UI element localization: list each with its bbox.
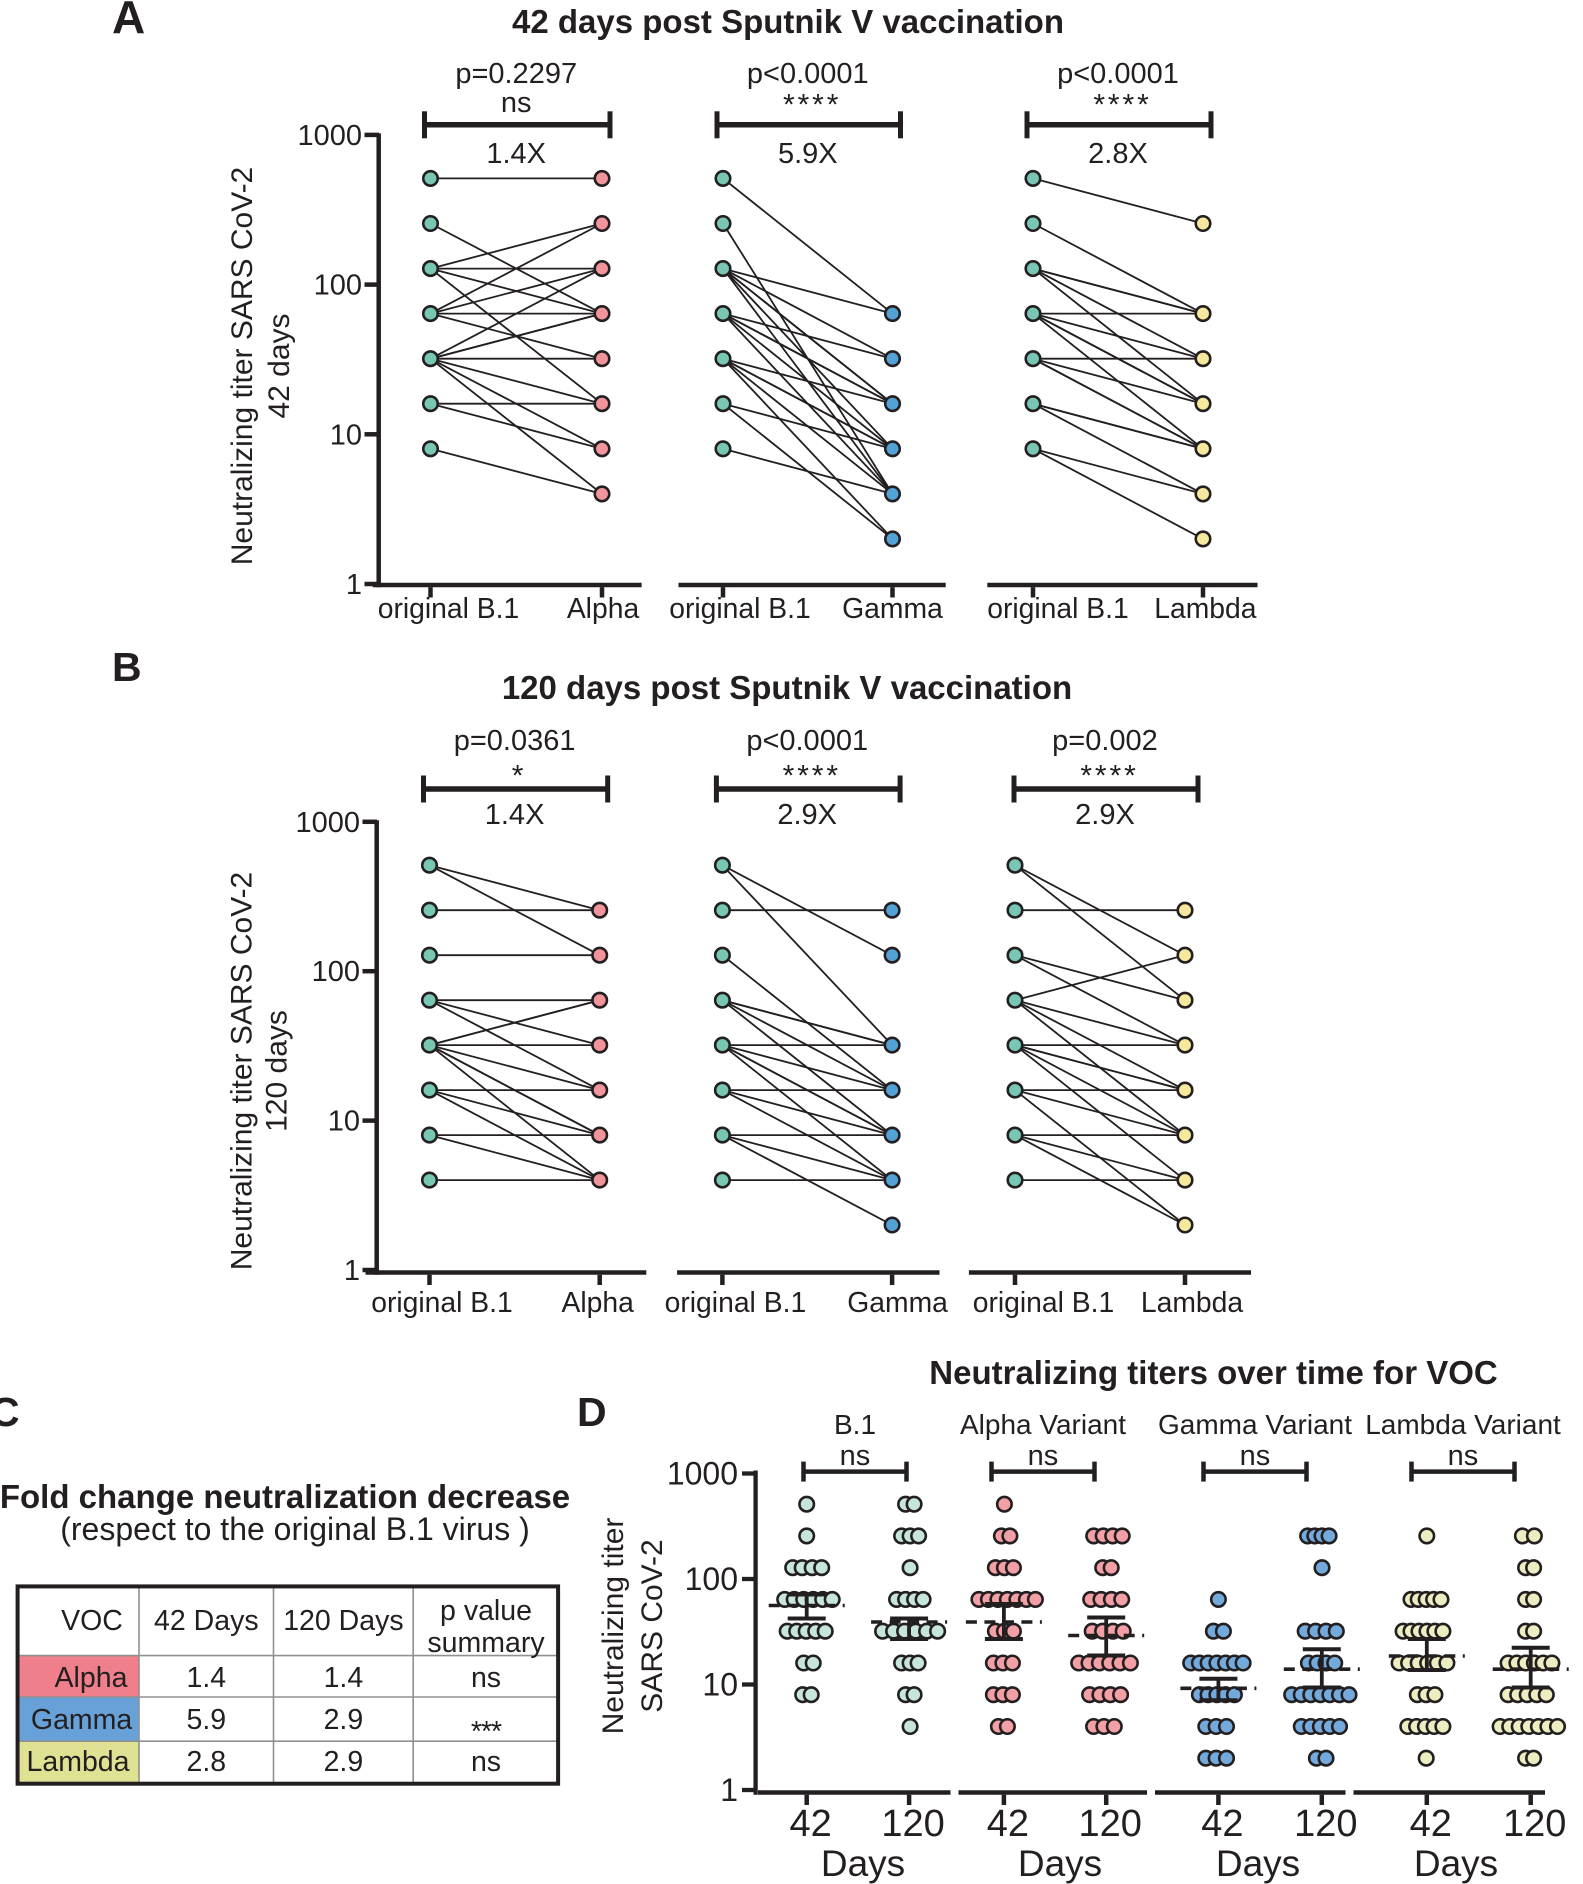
svg-text:42 Days: 42 Days bbox=[154, 1605, 259, 1637]
svg-text:2.9X: 2.9X bbox=[777, 799, 837, 831]
svg-text:Lambda: Lambda bbox=[27, 1746, 130, 1778]
svg-text:ns: ns bbox=[471, 1662, 501, 1694]
svg-text:2.8X: 2.8X bbox=[1088, 138, 1148, 170]
svg-text:2.9: 2.9 bbox=[324, 1704, 364, 1736]
svg-text:Alpha Variant: Alpha Variant bbox=[960, 1409, 1126, 1440]
svg-text:100: 100 bbox=[314, 270, 362, 302]
svg-text:120: 120 bbox=[1294, 1803, 1357, 1845]
svg-text:SARS CoV-2: SARS CoV-2 bbox=[636, 1539, 669, 1712]
svg-text:VOC: VOC bbox=[61, 1605, 123, 1637]
svg-text:120: 120 bbox=[1078, 1803, 1141, 1845]
svg-text:Fold change neutralization dec: Fold change neutralization decrease bbox=[0, 1478, 570, 1515]
svg-text:120: 120 bbox=[881, 1803, 944, 1845]
svg-text:p value: p value bbox=[440, 1595, 532, 1627]
svg-text:1.4: 1.4 bbox=[186, 1662, 226, 1694]
svg-text:p<0.0001: p<0.0001 bbox=[1057, 58, 1179, 90]
svg-text:Neutralizing titer SARS CoV-2: Neutralizing titer SARS CoV-2 bbox=[226, 167, 259, 566]
svg-text:42: 42 bbox=[1201, 1803, 1243, 1845]
svg-text:1: 1 bbox=[346, 569, 362, 601]
svg-text:Alpha: Alpha bbox=[562, 1286, 635, 1318]
svg-text:C: C bbox=[0, 1389, 20, 1435]
svg-text:ns: ns bbox=[840, 1440, 871, 1472]
svg-text:ns: ns bbox=[471, 1746, 501, 1778]
svg-text:5.9: 5.9 bbox=[186, 1704, 226, 1736]
svg-text:Lambda: Lambda bbox=[1154, 592, 1257, 624]
svg-text:10: 10 bbox=[702, 1667, 738, 1703]
svg-text:original B.1: original B.1 bbox=[987, 592, 1129, 624]
svg-text:original B.1: original B.1 bbox=[665, 1286, 807, 1318]
svg-text:***: *** bbox=[471, 1716, 502, 1748]
svg-text:Lambda: Lambda bbox=[1141, 1286, 1244, 1318]
svg-text:2.9: 2.9 bbox=[324, 1746, 364, 1778]
svg-text:p=0.2297: p=0.2297 bbox=[455, 58, 577, 90]
svg-text:summary: summary bbox=[427, 1627, 545, 1659]
svg-text:1.4X: 1.4X bbox=[486, 138, 546, 170]
svg-text:Days: Days bbox=[1018, 1843, 1102, 1884]
svg-text:1000: 1000 bbox=[667, 1456, 738, 1492]
svg-text:ns: ns bbox=[1028, 1440, 1059, 1472]
svg-text:ns: ns bbox=[1448, 1440, 1479, 1472]
svg-text:10: 10 bbox=[330, 419, 362, 451]
svg-text:original B.1: original B.1 bbox=[378, 592, 520, 624]
svg-text:ns: ns bbox=[1240, 1440, 1271, 1472]
svg-text:Gamma Variant: Gamma Variant bbox=[1158, 1409, 1352, 1440]
svg-text:2.9X: 2.9X bbox=[1075, 799, 1135, 831]
svg-text:5.9X: 5.9X bbox=[778, 138, 838, 170]
svg-text:100: 100 bbox=[685, 1561, 738, 1597]
svg-text:p=0.0361: p=0.0361 bbox=[454, 725, 576, 757]
svg-text:42: 42 bbox=[987, 1803, 1029, 1845]
svg-text:42: 42 bbox=[1410, 1803, 1452, 1845]
svg-text:1.4: 1.4 bbox=[324, 1662, 364, 1694]
svg-text:Days: Days bbox=[1414, 1843, 1498, 1884]
svg-text:10: 10 bbox=[328, 1106, 360, 1138]
svg-text:120: 120 bbox=[1503, 1803, 1566, 1845]
svg-text:Neutralizing titers over time: Neutralizing titers over time for VOC bbox=[929, 1354, 1497, 1391]
svg-text:p<0.0001: p<0.0001 bbox=[747, 58, 869, 90]
svg-text:D: D bbox=[577, 1389, 607, 1435]
svg-text:Alpha: Alpha bbox=[55, 1662, 128, 1694]
svg-text:120 days: 120 days bbox=[261, 1010, 294, 1132]
svg-text:original B.1: original B.1 bbox=[371, 1286, 513, 1318]
svg-text:Lambda Variant: Lambda Variant bbox=[1365, 1409, 1561, 1440]
svg-text:Alpha: Alpha bbox=[567, 592, 640, 624]
svg-text:42: 42 bbox=[790, 1803, 832, 1845]
svg-text:1: 1 bbox=[720, 1772, 738, 1808]
svg-text:Days: Days bbox=[821, 1843, 905, 1884]
svg-text:****: **** bbox=[783, 89, 841, 122]
svg-text:ns: ns bbox=[501, 87, 532, 119]
svg-text:B.1: B.1 bbox=[834, 1409, 876, 1440]
svg-text:B: B bbox=[112, 644, 142, 690]
svg-text:*: * bbox=[512, 760, 527, 793]
svg-text:Gamma: Gamma bbox=[847, 1286, 948, 1318]
svg-text:1000: 1000 bbox=[297, 120, 362, 152]
svg-text:2.8: 2.8 bbox=[186, 1746, 226, 1778]
svg-text:p<0.0001: p<0.0001 bbox=[746, 725, 868, 757]
svg-text:1000: 1000 bbox=[295, 807, 360, 839]
svg-text:Neutralizing titer SARS CoV-2: Neutralizing titer SARS CoV-2 bbox=[226, 872, 259, 1271]
svg-text:1.4X: 1.4X bbox=[485, 799, 545, 831]
svg-text:120 Days: 120 Days bbox=[283, 1605, 403, 1637]
svg-text:Gamma: Gamma bbox=[31, 1704, 133, 1736]
svg-text:100: 100 bbox=[312, 956, 360, 988]
svg-text:Gamma: Gamma bbox=[842, 592, 943, 624]
svg-text:42 days: 42 days bbox=[263, 313, 296, 418]
svg-text:original B.1: original B.1 bbox=[973, 1286, 1115, 1318]
svg-text:1: 1 bbox=[344, 1255, 360, 1287]
svg-text:****: **** bbox=[1093, 89, 1151, 122]
svg-text:original B.1: original B.1 bbox=[669, 592, 811, 624]
svg-text:Days: Days bbox=[1216, 1843, 1300, 1884]
svg-text:120 days post Sputnik V vaccin: 120 days post Sputnik V vaccination bbox=[502, 669, 1072, 706]
svg-text:A: A bbox=[112, 0, 145, 43]
svg-text:Neutralizing titer: Neutralizing titer bbox=[597, 1518, 630, 1735]
svg-text:42 days post Sputnik V vaccina: 42 days post Sputnik V vaccination bbox=[512, 3, 1064, 40]
svg-text:p=0.002: p=0.002 bbox=[1052, 725, 1158, 757]
svg-text:(respect to the original B.1 v: (respect to the original B.1 virus ) bbox=[60, 1511, 530, 1547]
